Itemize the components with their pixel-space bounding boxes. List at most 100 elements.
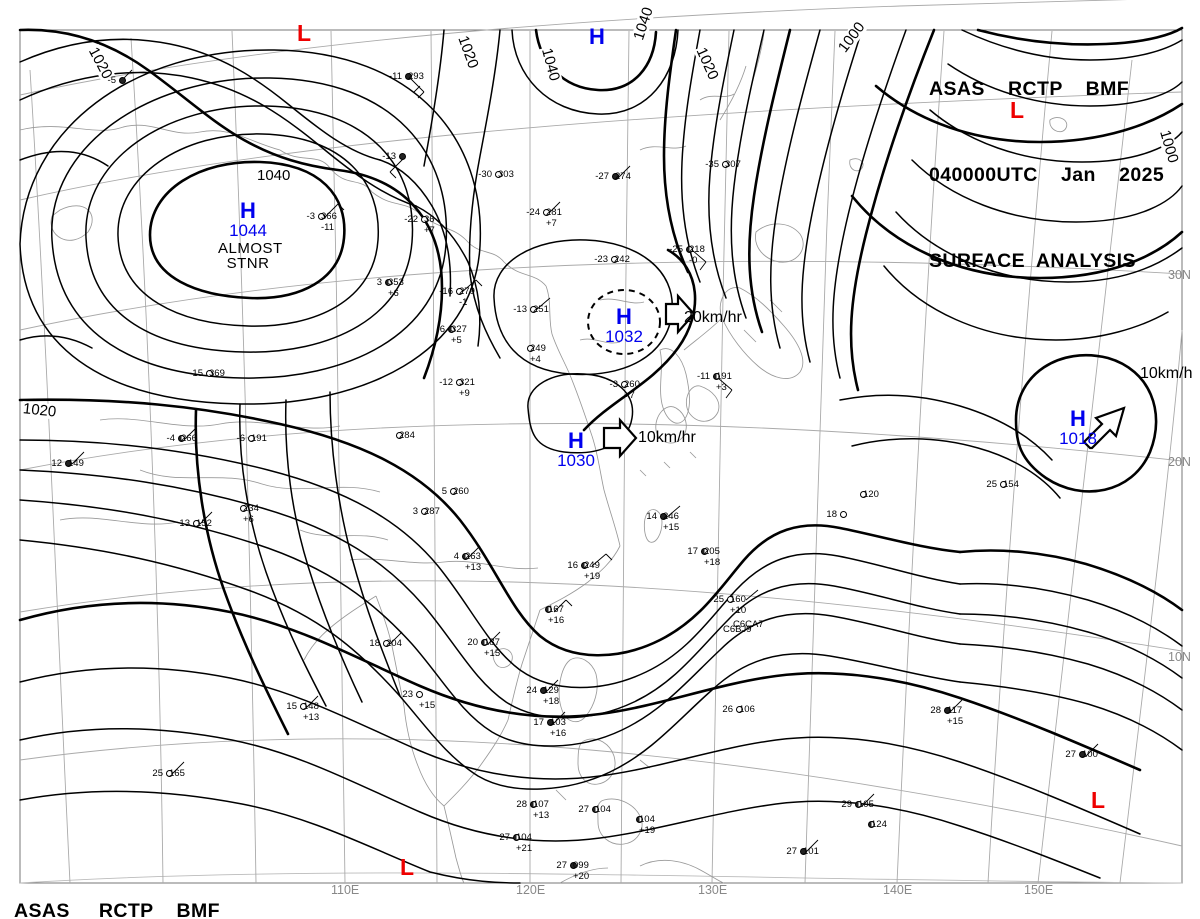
station-pressure: 204	[386, 638, 402, 649]
station-circle-icon	[416, 691, 423, 698]
station-circle-icon	[383, 640, 390, 647]
isobar-thick-japan-3	[849, 28, 936, 392]
station-circle-icon	[722, 161, 729, 168]
station-circle-icon	[592, 806, 599, 813]
station-circle-icon	[530, 801, 537, 808]
isobar-thick-japan-1	[662, 28, 690, 274]
low-marker-l-top-left[interactable]: L	[297, 20, 312, 46]
station-pressure: 260	[624, 379, 640, 390]
station-pressure: 249	[530, 343, 546, 354]
isobars	[18, 26, 1184, 884]
title-time-line: 040000UTC Jan 2025	[929, 164, 1165, 187]
station-pressure-tendency: +6	[388, 288, 399, 299]
station-pressure: 281	[546, 207, 562, 218]
station-circle-icon	[456, 379, 463, 386]
pressure-center-h-1030[interactable]: H 1030	[546, 430, 606, 471]
station-pressure-tendency: +10	[730, 605, 747, 616]
station-pressure: 242	[614, 254, 630, 265]
station-pressure: 249	[584, 560, 600, 571]
station-circle-icon	[860, 491, 867, 498]
station-pressure: 234	[243, 503, 259, 514]
motion-arrow-1032	[664, 293, 696, 335]
low-marker-l-top-right[interactable]: L	[1010, 97, 1025, 123]
station-pressure: 104	[595, 804, 611, 815]
pressure-center-note: STNR	[226, 255, 270, 273]
station-temperature: -23	[594, 254, 608, 265]
station-circle-icon	[545, 606, 552, 613]
isobar-thick-north-ridge	[18, 28, 444, 380]
station-pressure: 218	[689, 244, 705, 255]
isobar-1018-closed	[1014, 353, 1158, 493]
station-circle-icon	[581, 562, 588, 569]
station-pressure-tendency: +13	[465, 562, 482, 573]
station-temperature: 3	[412, 506, 418, 517]
title-analysis-line: SURFACE ANALYSIS	[929, 250, 1136, 273]
station-temperature: -11	[388, 71, 402, 82]
station-pressure: C6BJ9	[723, 624, 752, 635]
station-circle-icon	[727, 596, 734, 603]
pressure-center-h-top[interactable]: H	[567, 26, 627, 48]
motion-arrow-1018	[1082, 406, 1126, 450]
station-pressure: 36	[424, 214, 435, 225]
pressure-center-h-1044[interactable]: H 1044 ALMOST STNR	[218, 198, 282, 273]
station-pressure: 103	[550, 717, 566, 728]
station-pressure-tendency: +20	[573, 871, 590, 882]
station-circle-icon	[1000, 481, 1007, 488]
station-pressure: 107	[533, 799, 549, 810]
station-circle-icon	[481, 639, 488, 646]
station-temperature: 3	[376, 277, 382, 288]
title-block-bottom-left: ASAS RCTP BMF 040000UTC Jan 2025 SURFACE…	[14, 840, 249, 919]
station-pressure-tendency: +6	[243, 514, 254, 525]
station-pressure: 284	[399, 430, 415, 441]
station-pressure-tendency: -11	[321, 222, 335, 233]
station-temperature: 20	[467, 637, 478, 648]
station-pressure: 321	[459, 377, 475, 388]
station-pressure: 251	[533, 304, 549, 315]
station-pressure-tendency: +4	[530, 354, 541, 365]
station-pressure: 149	[68, 458, 84, 469]
pressure-center-letter: H	[568, 428, 584, 453]
isobar-thick-ne-1	[976, 26, 1184, 46]
pressure-center-letter: H	[240, 198, 256, 223]
station-pressure-tendency: +21	[516, 843, 533, 854]
station-temperature: 26	[722, 704, 733, 715]
station-circle-icon	[385, 279, 392, 286]
pressure-center-value: 1032	[605, 327, 643, 346]
station-circle-icon	[547, 719, 554, 726]
station-pressure: 191	[251, 433, 267, 444]
station-circle-icon	[855, 801, 862, 808]
station-pressure: 366	[321, 211, 337, 222]
station-temperature: -6	[436, 324, 445, 335]
station-pressure-tendency: +13	[303, 712, 320, 723]
station-pressure: 104	[516, 832, 532, 843]
station-circle-icon	[530, 306, 537, 313]
pressure-center-h-1018[interactable]: H 1018	[1048, 408, 1108, 449]
station-pressure-tendency: -1	[459, 297, 468, 308]
pressure-center-h-1032[interactable]: H 1032	[594, 306, 654, 347]
station-temperature: -35	[705, 159, 719, 170]
station-circle-icon	[421, 216, 428, 223]
station-pressure: 101	[803, 846, 819, 857]
station-temperature: -30	[478, 169, 492, 180]
low-marker-l-bottom-right[interactable]: L	[1091, 787, 1106, 813]
station-temperature: 4	[453, 551, 459, 562]
station-pressure-tendency: -0	[689, 255, 698, 266]
station-circle-icon	[527, 345, 534, 352]
station-pressure: 124	[871, 819, 887, 830]
station-circle-icon	[399, 153, 406, 160]
isobar-thick-japan-sea	[582, 248, 697, 432]
station-pressure: 105	[858, 799, 874, 810]
station-circle-icon	[840, 511, 847, 518]
station-circle-icon	[944, 707, 951, 714]
station-temperature: 27	[556, 860, 567, 871]
station-temperature: -24	[526, 207, 540, 218]
station-pressure: 106	[739, 704, 755, 715]
station-temperature: -5	[107, 75, 116, 86]
station-circle-icon	[405, 73, 412, 80]
low-marker-l-bottom-center[interactable]: L	[400, 854, 415, 880]
station-pressure: C6CA7	[733, 619, 764, 630]
station-temperature: 27	[499, 832, 510, 843]
station-circle-icon	[636, 816, 643, 823]
